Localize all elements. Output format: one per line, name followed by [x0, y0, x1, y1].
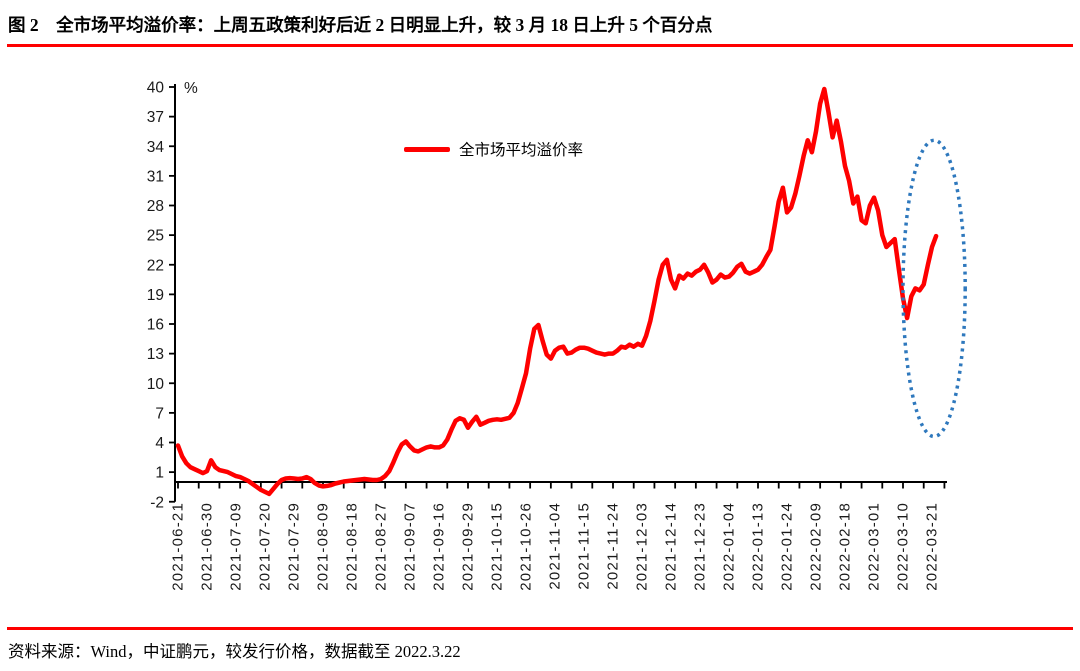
x-tick-label: 2021-12-03 [634, 502, 651, 591]
x-tick-label: 2021-08-09 [315, 502, 332, 591]
x-tick-label: 2022-02-09 [808, 502, 825, 591]
y-tick-label: 40 [147, 80, 165, 97]
highlight-ellipse [901, 138, 967, 439]
x-tick-label: 2022-01-13 [750, 502, 767, 591]
y-tick-label: 19 [147, 287, 164, 304]
x-tick-label: 2021-11-15 [576, 502, 593, 590]
chart-legend: 全市场平均溢价率 [404, 138, 583, 160]
x-tick-label: 2021-09-07 [402, 502, 419, 591]
x-tick-label: 2022-03-01 [866, 502, 883, 591]
y-tick-label: 31 [147, 168, 164, 185]
x-tick-label: 2022-03-10 [895, 502, 912, 591]
x-tick-label: 2021-08-18 [344, 502, 361, 591]
y-tick-label: 37 [147, 109, 164, 126]
x-tick-label: 2022-02-18 [837, 502, 854, 591]
x-tick-label: 2021-10-26 [518, 502, 535, 591]
x-tick-label: 2021-07-29 [286, 502, 303, 591]
source-note: 资料来源：Wind，中证鹏元，较发行价格，数据截至 2022.3.22 [8, 642, 461, 661]
x-tick-label: 2021-06-21 [170, 502, 187, 591]
x-tick-label: 2022-03-21 [924, 502, 941, 591]
x-tick-label: 2021-11-24 [605, 502, 622, 590]
y-tick-label: 22 [147, 257, 164, 274]
title-rule [7, 44, 1073, 47]
legend-line-swatch [404, 146, 450, 152]
y-tick-label: 28 [147, 198, 164, 215]
x-tick-label: 2021-07-20 [257, 502, 274, 591]
x-tick-label: 2021-10-15 [489, 502, 506, 591]
figure-title: 图 2 全市场平均溢价率：上周五政策利好后近 2 日明显上升，较 3 月 18 … [8, 15, 713, 35]
footer-rule [7, 627, 1073, 630]
y-tick-label: 13 [147, 346, 164, 363]
y-tick-label: 16 [147, 317, 164, 334]
y-tick-label: 7 [155, 405, 164, 422]
x-tick-label: 2021-07-09 [228, 502, 245, 591]
x-tick-label: 2021-12-14 [663, 502, 680, 591]
series-line [175, 86, 939, 497]
x-tick-label: 2021-08-27 [373, 502, 390, 591]
y-tick-label: 1 [155, 465, 164, 482]
y-tick-label: 25 [147, 228, 164, 245]
x-tick-label: 2021-09-29 [460, 502, 477, 591]
y-tick-label: 4 [155, 435, 164, 452]
x-tick-label: 2021-12-23 [692, 502, 709, 591]
x-tick-label: 2021-11-04 [547, 502, 564, 590]
chart-area: 40 37 34 31 28 25 22 19 16 13 10 7 4 1 -2% 2021-06-21 20… [0, 50, 1080, 625]
x-tick-label: 2021-06-30 [199, 502, 216, 591]
x-tick-label: 2022-01-24 [779, 502, 796, 591]
y-tick-label: 34 [147, 139, 165, 156]
x-tick-label: 2021-09-16 [431, 502, 448, 591]
premium-rate-line-chart: 40 37 34 31 28 25 22 19 16 13 10 7 4 1 -2% 2021-06-21 20… [147, 80, 967, 591]
x-tick-label: 2022-01-04 [721, 502, 738, 591]
y-tick-label: 10 [147, 376, 165, 393]
y-axis-unit: % [184, 80, 198, 97]
legend-label: 全市场平均溢价率 [459, 142, 584, 159]
y-tick-label: -2 [150, 494, 164, 511]
